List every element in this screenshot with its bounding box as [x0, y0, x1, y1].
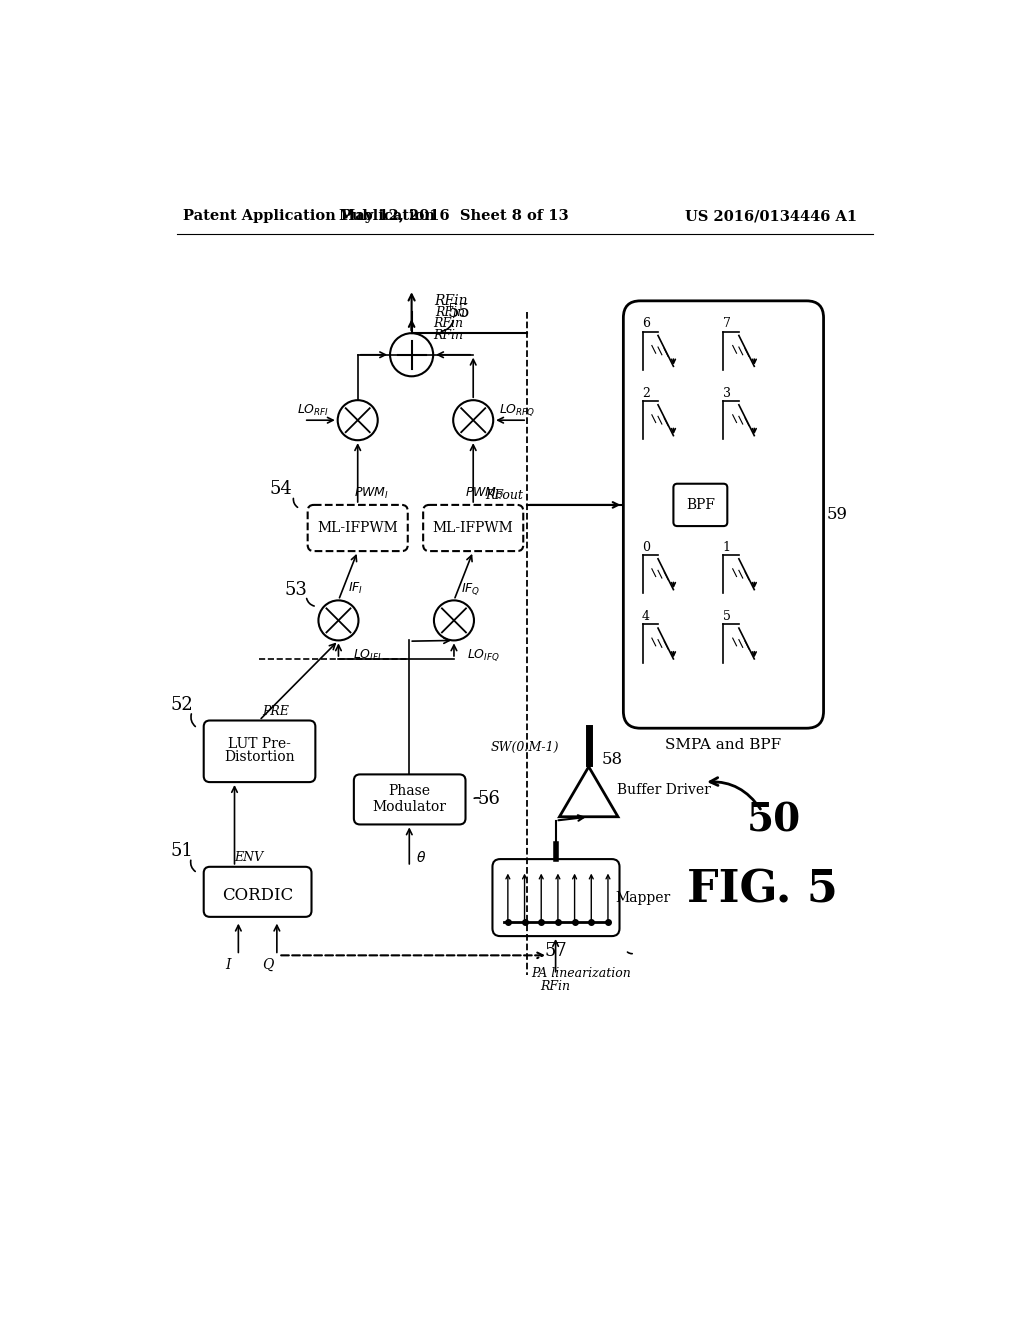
Text: 3: 3: [723, 387, 730, 400]
Text: 7: 7: [723, 317, 730, 330]
Text: $PWM_Q$: $PWM_Q$: [465, 486, 505, 502]
Text: ENV: ENV: [233, 851, 263, 865]
Circle shape: [338, 400, 378, 441]
Text: 55: 55: [447, 304, 471, 321]
Text: 5: 5: [723, 610, 730, 623]
Text: $\theta$: $\theta$: [416, 850, 426, 865]
Text: 53: 53: [285, 581, 307, 598]
Text: RFin: RFin: [433, 317, 463, 330]
Text: 6: 6: [642, 317, 649, 330]
Text: RFin: RFin: [433, 329, 463, 342]
Text: 58: 58: [601, 751, 623, 767]
FancyBboxPatch shape: [624, 301, 823, 729]
Text: Buffer Driver: Buffer Driver: [617, 783, 711, 797]
Text: RFin: RFin: [541, 979, 570, 993]
Text: Mapper: Mapper: [615, 891, 671, 904]
Text: 50: 50: [746, 801, 801, 840]
FancyBboxPatch shape: [307, 506, 408, 552]
Text: PA linearization: PA linearization: [531, 966, 631, 979]
Circle shape: [434, 601, 474, 640]
Text: 56: 56: [477, 791, 500, 808]
Text: FIG. 5: FIG. 5: [686, 869, 838, 911]
Text: RFout: RFout: [485, 490, 523, 502]
Text: $PWM_I$: $PWM_I$: [354, 486, 389, 500]
Text: 4: 4: [642, 610, 649, 623]
Circle shape: [454, 400, 494, 441]
Text: ML-IFPWM: ML-IFPWM: [433, 521, 514, 535]
Circle shape: [318, 601, 358, 640]
Text: I: I: [225, 957, 230, 972]
Text: BPF: BPF: [686, 498, 715, 512]
FancyBboxPatch shape: [493, 859, 620, 936]
Text: Patent Application Publication: Patent Application Publication: [183, 209, 435, 223]
Text: $LO_{RFI}$: $LO_{RFI}$: [297, 403, 329, 417]
Text: RFin: RFin: [435, 294, 468, 308]
Text: 52: 52: [171, 696, 194, 714]
Text: SW(0:M-1): SW(0:M-1): [490, 741, 559, 754]
Text: $LO_{IFI}$: $LO_{IFI}$: [353, 648, 382, 663]
Text: May 12, 2016  Sheet 8 of 13: May 12, 2016 Sheet 8 of 13: [339, 209, 568, 223]
Polygon shape: [559, 767, 617, 817]
Circle shape: [390, 333, 433, 376]
Text: Phase: Phase: [388, 784, 430, 799]
Text: 57: 57: [544, 942, 567, 961]
Text: RFin: RFin: [435, 306, 465, 319]
FancyBboxPatch shape: [354, 775, 466, 825]
Text: 1: 1: [723, 541, 730, 554]
Text: Distortion: Distortion: [224, 751, 295, 764]
FancyBboxPatch shape: [423, 506, 523, 552]
FancyBboxPatch shape: [204, 721, 315, 781]
Text: 54: 54: [269, 480, 292, 499]
FancyBboxPatch shape: [204, 867, 311, 917]
Text: 59: 59: [827, 506, 848, 523]
Text: PRE: PRE: [262, 705, 290, 718]
FancyBboxPatch shape: [674, 483, 727, 527]
Text: SMPA and BPF: SMPA and BPF: [666, 738, 781, 752]
Text: Q: Q: [262, 957, 273, 972]
Text: $LO_{RFQ}$: $LO_{RFQ}$: [499, 403, 536, 418]
Text: $LO_{IFQ}$: $LO_{IFQ}$: [467, 647, 500, 663]
Text: ML-IFPWM: ML-IFPWM: [317, 521, 398, 535]
Text: 51: 51: [171, 842, 194, 861]
Text: $IF_Q$: $IF_Q$: [461, 581, 480, 597]
Text: CORDIC: CORDIC: [222, 887, 293, 904]
Text: $IF_I$: $IF_I$: [348, 581, 364, 597]
Text: Modulator: Modulator: [373, 800, 446, 813]
Text: 2: 2: [642, 387, 649, 400]
Text: 0: 0: [642, 541, 649, 554]
Text: LUT Pre-: LUT Pre-: [227, 737, 291, 751]
Text: US 2016/0134446 A1: US 2016/0134446 A1: [685, 209, 857, 223]
